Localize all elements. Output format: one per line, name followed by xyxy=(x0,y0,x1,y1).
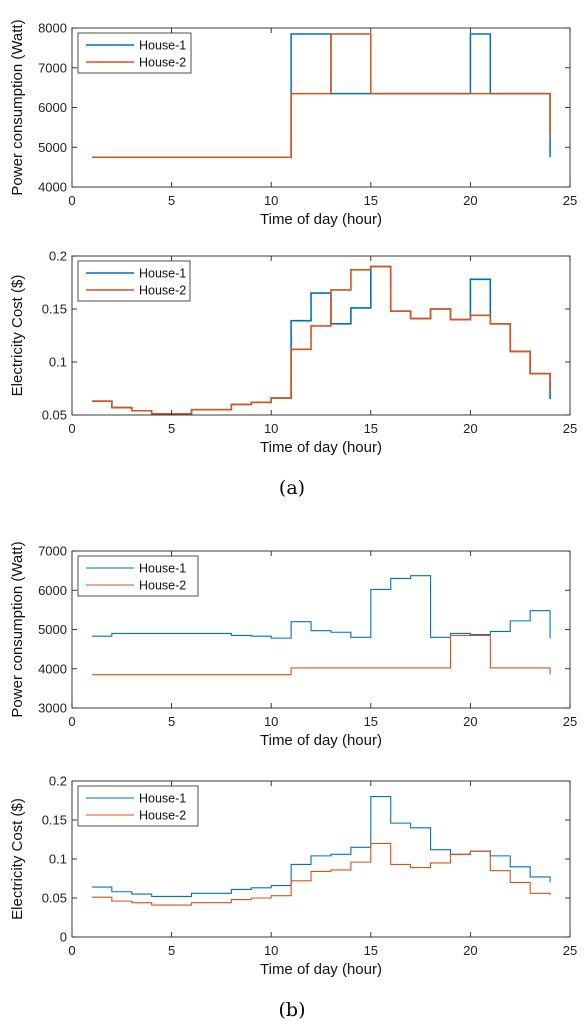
legend-box xyxy=(77,32,192,74)
x-tick-label: 5 xyxy=(168,714,175,729)
caption-a: (a) xyxy=(279,477,305,499)
legend-label-house-1: House-1 xyxy=(139,562,186,576)
x-tick-label: 25 xyxy=(563,421,577,436)
legend-label-house-1: House-1 xyxy=(139,267,186,281)
x-tick-label: 20 xyxy=(463,193,477,208)
x-tick-label: 20 xyxy=(463,714,477,729)
y-tick-label: 0.15 xyxy=(42,302,67,317)
legend-label-house-2: House-2 xyxy=(139,809,186,823)
x-tick-label: 15 xyxy=(364,193,378,208)
x-tick-label: 5 xyxy=(168,421,175,436)
legend-label-house-2: House-2 xyxy=(139,284,186,298)
x-tick-label: 0 xyxy=(68,421,75,436)
x-tick-label: 5 xyxy=(168,193,175,208)
x-tick-label: 0 xyxy=(68,193,75,208)
series-line-house-2 xyxy=(91,842,551,906)
x-tick-label: 0 xyxy=(68,943,75,958)
legend-label-house-1: House-1 xyxy=(139,39,186,53)
legend-box xyxy=(77,785,199,827)
legend-label-house-2: House-2 xyxy=(139,579,186,593)
x-tick-label: 10 xyxy=(264,943,278,958)
y-tick-label: 0.1 xyxy=(49,852,67,867)
y-axis-label: Power consumption (Watt) xyxy=(9,19,26,195)
legend-label-house-1: House-1 xyxy=(139,792,186,806)
x-tick-label: 15 xyxy=(364,943,378,958)
chart-b2: 0 5 10 15 20 25 0 0.05 0.1 0.15 0.2 Time of day (ho… xyxy=(9,774,577,979)
x-tick-label: 15 xyxy=(364,421,378,436)
series-line-house-1 xyxy=(91,575,551,639)
y-tick-label: 4000 xyxy=(38,661,67,676)
caption-b: (b) xyxy=(279,999,306,1021)
x-axis-label: Time of day (hour) xyxy=(260,211,382,228)
y-tick-label: 0.05 xyxy=(42,891,67,906)
x-tick-label: 5 xyxy=(168,943,175,958)
x-tick-label: 15 xyxy=(364,714,378,729)
y-tick-label: 7000 xyxy=(38,544,67,559)
y-tick-label: 5000 xyxy=(38,140,67,155)
chart-a2: 0 5 10 15 20 25 0.05 0.1 0.15 0.2 Time of day (hou… xyxy=(9,249,577,457)
x-tick-label: 10 xyxy=(264,193,278,208)
legend-box xyxy=(77,260,191,302)
y-axis-label: Electricity Cost ($) xyxy=(9,798,26,920)
y-tick-label: 7000 xyxy=(38,60,67,75)
chart-b1: 0 5 10 15 20 25 3000 4000 5000 6000 7000 Time of da… xyxy=(9,541,577,749)
y-tick-label: 0 xyxy=(60,930,67,945)
x-axis-label: Time of day (hour) xyxy=(260,439,382,456)
y-tick-label: 6000 xyxy=(38,583,67,598)
y-tick-label: 0.2 xyxy=(49,774,67,789)
legend-box xyxy=(77,555,199,597)
axes-box xyxy=(71,255,571,416)
y-tick-label: 3000 xyxy=(38,701,67,716)
y-tick-label: 4000 xyxy=(38,180,67,195)
x-tick-label: 20 xyxy=(463,943,477,958)
y-axis-label: Electricity Cost ($) xyxy=(9,275,26,397)
x-tick-label: 20 xyxy=(463,421,477,436)
x-tick-label: 25 xyxy=(563,714,577,729)
x-axis-label: Time of day (hour) xyxy=(260,732,382,749)
y-tick-label: 5000 xyxy=(38,622,67,637)
y-tick-label: 8000 xyxy=(38,21,67,36)
x-axis-label: Time of day (hour) xyxy=(260,961,382,978)
y-axis-label: Power consumption (Watt) xyxy=(9,541,26,717)
series-line-house-2 xyxy=(91,634,551,676)
legend: House-1 House-2 xyxy=(77,32,192,74)
y-tick-label: 0.15 xyxy=(42,813,67,828)
x-tick-label: 25 xyxy=(563,943,577,958)
legend: House-1 House-2 xyxy=(77,555,199,597)
series-line-house-2 xyxy=(91,265,551,415)
x-tick-label: 0 xyxy=(68,714,75,729)
y-tick-label: 0.05 xyxy=(42,408,67,423)
legend: House-1 House-2 xyxy=(77,785,199,827)
series-line-house-2 xyxy=(91,33,551,158)
y-tick-label: 0.2 xyxy=(49,249,67,264)
legend: House-1 House-2 xyxy=(77,260,191,302)
y-tick-label: 6000 xyxy=(38,100,67,115)
legend-label-house-2: House-2 xyxy=(139,56,186,70)
x-tick-label: 10 xyxy=(264,714,278,729)
chart-a1: 0 5 10 15 20 25 4000 5000 6000 7000 8000 Time of da… xyxy=(9,19,577,228)
y-tick-label: 0.1 xyxy=(49,355,67,370)
x-tick-label: 10 xyxy=(264,421,278,436)
x-tick-label: 25 xyxy=(563,193,577,208)
